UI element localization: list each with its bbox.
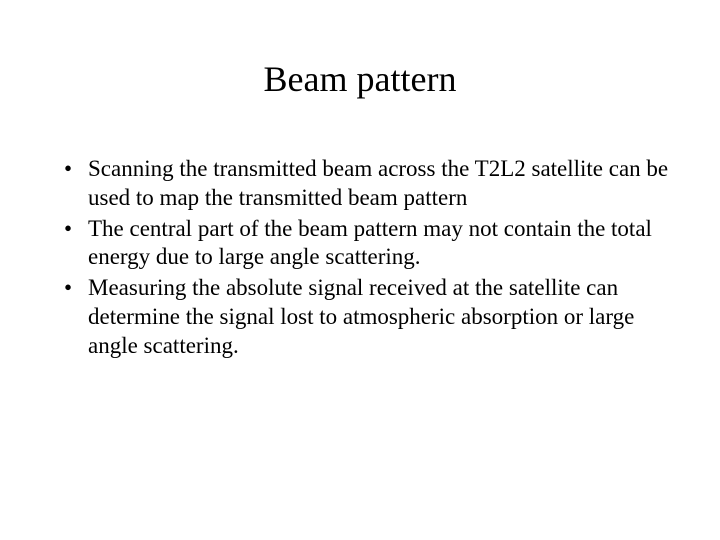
bullet-item: The central part of the beam pattern may… <box>60 215 670 273</box>
bullet-item: Measuring the absolute signal received a… <box>60 274 670 360</box>
bullet-item: Scanning the transmitted beam across the… <box>60 155 670 213</box>
bullet-list: Scanning the transmitted beam across the… <box>50 155 670 360</box>
slide-container: Beam pattern Scanning the transmitted be… <box>0 0 720 540</box>
slide-title: Beam pattern <box>50 58 670 100</box>
